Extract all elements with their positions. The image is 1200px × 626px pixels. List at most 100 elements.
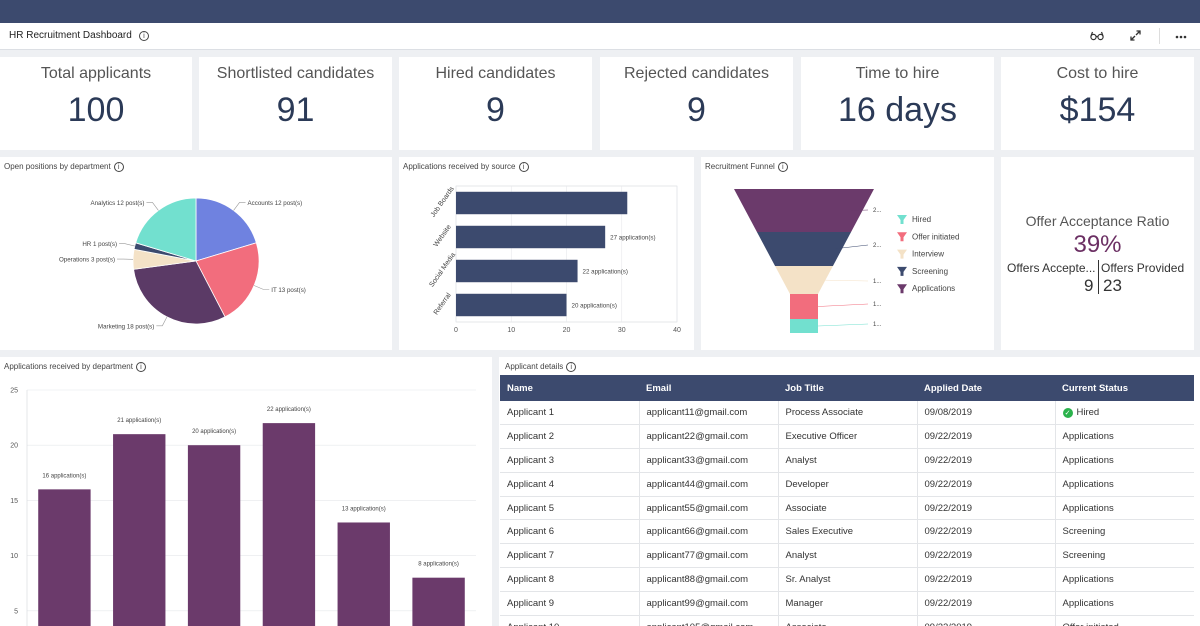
info-icon[interactable]: i (113, 162, 124, 172)
cell-text: Process Associate (785, 407, 864, 419)
pie-slice[interactable] (133, 260, 226, 325)
cell-text: Screening (1062, 526, 1106, 538)
table-row[interactable]: Applicant 10 applicant105@gmail.com Associ… (500, 615, 1194, 626)
kpi-label: Rejected candidates (624, 65, 769, 82)
department-bar-chart: 5 10 15 20 25 16 application(s) 21 application… (10, 388, 476, 626)
info-icon[interactable]: i (518, 162, 529, 172)
funnel-value-label: 2... (873, 208, 882, 214)
info-icon[interactable]: i (135, 362, 146, 372)
funnel-leader-line (817, 279, 869, 282)
offers-provided-label: Offers Provided (1101, 261, 1185, 275)
department-bar[interactable] (262, 423, 316, 626)
panel-title: Open positions by department i (4, 162, 124, 172)
table-row[interactable]: Applicant 1 applicant11@gmail.com Process … (500, 401, 1194, 426)
pie-slice[interactable] (135, 197, 197, 262)
department-bar[interactable] (337, 522, 390, 626)
department-bar[interactable] (38, 489, 91, 626)
cell-text: Applicant 1 (507, 407, 555, 419)
table-row[interactable]: Applicant 9 applicant99@gmail.com Manager 0… (500, 591, 1194, 616)
table-cell: applicant11@gmail.com (639, 401, 779, 426)
table-cell: Screening (1055, 543, 1194, 569)
table-cell: Applications (1055, 496, 1194, 521)
pie-leader-line (119, 243, 135, 247)
info-icon[interactable]: i (566, 362, 577, 372)
cell-text: applicant33@gmail.com (646, 454, 749, 466)
pie-leader-line (253, 285, 270, 290)
funnel-stage[interactable] (790, 294, 818, 319)
source-bar[interactable] (456, 225, 606, 249)
table-cell: Applications (1055, 448, 1194, 473)
source-bar[interactable] (456, 259, 578, 283)
kpi-time-to-hire: Time to hire 16 days (801, 57, 994, 150)
table-cell: Applications (1055, 424, 1194, 450)
expand-icon[interactable] (1130, 30, 1141, 41)
column-header-status[interactable]: Current Status (1062, 382, 1128, 394)
offer-acceptance-panel: Offer Acceptance Ratio 39% Offers Accept… (1001, 157, 1194, 350)
table-cell: applicant105@gmail.com (639, 615, 779, 626)
legend-label: Screening (912, 267, 948, 276)
offer-divider (1098, 260, 1099, 294)
table-row[interactable]: Applicant 6 applicant66@gmail.com Sales Ex… (500, 519, 1194, 545)
cell-text: Applications (1062, 431, 1114, 443)
cell-text: Applicant 5 (507, 502, 555, 514)
table-cell: Applicant 3 (500, 448, 640, 473)
table-row[interactable]: Applicant 8 applicant88@gmail.com Sr. Anal… (500, 567, 1194, 592)
table-cell: 09/22/2019 (917, 543, 1056, 569)
table-cell: applicant88@gmail.com (639, 567, 779, 592)
table-cell: Applicant 1 (500, 401, 640, 426)
pie-slice-label: Analytics 12 post(s) (90, 200, 144, 207)
toolbar-divider (1159, 28, 1160, 44)
cell-text: Associate (785, 502, 827, 514)
table-cell: applicant44@gmail.com (639, 472, 779, 497)
table-cell: Sales Executive (778, 519, 918, 545)
bar-data-label: 16 application(s) (42, 473, 86, 479)
column-header-email[interactable]: Email (646, 382, 672, 394)
cell-text: 09/22/2019 (924, 597, 973, 609)
funnel-stage[interactable] (790, 319, 818, 333)
bar-data-label: 20 application(s) (572, 303, 617, 310)
department-bar[interactable] (187, 445, 241, 626)
table-cell: 09/22/2019 (917, 567, 1056, 592)
table-cell: 09/22/2019 (917, 472, 1056, 497)
dashboard-title-bar: HR Recruitment Dashboard i (0, 23, 1200, 50)
pie-slice[interactable] (195, 197, 257, 262)
cell-text: Offer initiated (1063, 622, 1119, 626)
offers-provided-value: 23 (1103, 276, 1122, 295)
funnel-stage[interactable] (756, 232, 852, 266)
legend-swatch-icon (897, 284, 907, 294)
table-row[interactable]: Applicant 4 applicant44@gmail.com Develope… (500, 472, 1194, 497)
source-bar[interactable] (456, 293, 567, 317)
legend-swatch-icon (897, 215, 907, 224)
table-cell: applicant55@gmail.com (639, 496, 779, 521)
table-row[interactable]: Applicant 5 applicant55@gmail.com Associat… (500, 496, 1194, 521)
panel-title: Applications received by department i (4, 362, 146, 372)
source-bar[interactable] (456, 191, 628, 215)
kpi-label: Total applicants (40, 65, 152, 82)
info-icon[interactable]: i (139, 31, 149, 41)
table-row[interactable]: Applicant 2 applicant22@gmail.com Executiv… (500, 424, 1194, 450)
more-icon[interactable] (1175, 35, 1187, 39)
glasses-icon[interactable] (1090, 31, 1104, 41)
table-row[interactable]: Applicant 7 applicant77@gmail.com Analyst 0… (500, 543, 1194, 569)
legend-swatch-icon (897, 249, 907, 259)
column-header-name[interactable]: Name (507, 382, 533, 394)
column-header-job-title[interactable]: Job Title (785, 382, 824, 394)
cell-text: Analyst (785, 550, 817, 562)
dashboard-title: HR Recruitment Dashboard (9, 30, 132, 41)
table-cell: 09/08/2019 (917, 401, 1056, 426)
source-bar-chart: 0 10 20 30 40 Job Boards 27 application(s) Webs… (428, 185, 681, 334)
table-row[interactable]: Applicant 3 applicant33@gmail.com Analyst 0… (500, 448, 1194, 473)
table-cell: applicant66@gmail.com (639, 519, 779, 545)
table-cell: Applicant 6 (500, 519, 640, 545)
department-bar[interactable] (113, 434, 166, 626)
cell-text: applicant55@gmail.com (646, 502, 749, 514)
info-icon[interactable]: i (777, 162, 788, 172)
department-bar[interactable] (412, 577, 465, 626)
y-category-label: Website (433, 224, 453, 249)
offers-accepted-label: Offers Accepte... (1007, 261, 1095, 275)
table-cell: 09/22/2019 (917, 519, 1056, 545)
funnel-stage[interactable] (734, 189, 874, 232)
funnel-stage[interactable] (775, 266, 833, 294)
column-header-applied-date[interactable]: Applied Date (924, 382, 983, 394)
table-cell: Analyst (778, 448, 918, 473)
